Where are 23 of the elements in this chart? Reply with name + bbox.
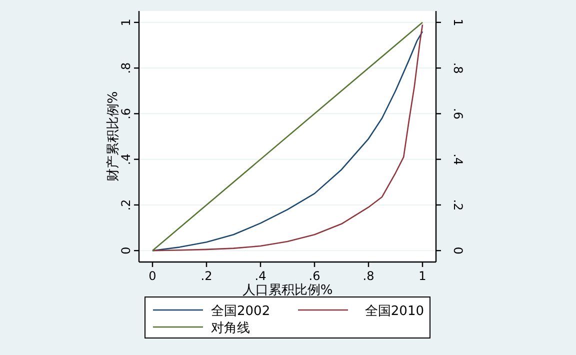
legend-label: 对角线 (211, 321, 250, 336)
y2-tick-label: .6 (451, 108, 465, 120)
y-tick-label: .6 (119, 108, 133, 120)
y-tick-label: .8 (119, 62, 133, 74)
y2-tick-label: .4 (451, 154, 465, 166)
x-tick-label: .6 (308, 269, 320, 283)
x-tick-label: .4 (254, 269, 266, 283)
y-tick-label: .2 (119, 199, 133, 211)
y-axis-title: 财产累积比例% (106, 91, 121, 182)
legend-label: 全国2010 (364, 304, 424, 319)
y2-tick-label: .2 (451, 199, 465, 211)
y-tick-label: 0 (119, 246, 133, 254)
x-tick-label: 0 (148, 269, 156, 283)
x-tick-label: .8 (362, 269, 374, 283)
y-tick-label: .4 (119, 154, 133, 166)
x-tick-label: 1 (418, 269, 426, 283)
x-axis-title: 人口累积比例% (242, 283, 333, 298)
y-tick-label: 1 (119, 18, 133, 26)
y2-tick-label: 1 (451, 18, 465, 26)
y2-tick-label: .8 (451, 62, 465, 74)
legend-label: 全国2002 (211, 304, 270, 319)
y2-tick-label: 0 (451, 246, 465, 254)
x-tick-label: .2 (200, 269, 212, 283)
